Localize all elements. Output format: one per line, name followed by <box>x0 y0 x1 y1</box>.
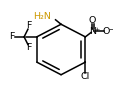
Text: −: − <box>107 27 113 32</box>
Text: F: F <box>26 21 31 30</box>
Text: F: F <box>9 32 15 41</box>
Text: O: O <box>88 16 95 25</box>
Text: +: + <box>94 27 99 32</box>
Text: O: O <box>102 27 109 36</box>
Text: Cl: Cl <box>80 72 89 81</box>
Text: H₂N: H₂N <box>33 12 51 21</box>
Text: N: N <box>88 27 95 36</box>
Text: F: F <box>26 43 31 52</box>
